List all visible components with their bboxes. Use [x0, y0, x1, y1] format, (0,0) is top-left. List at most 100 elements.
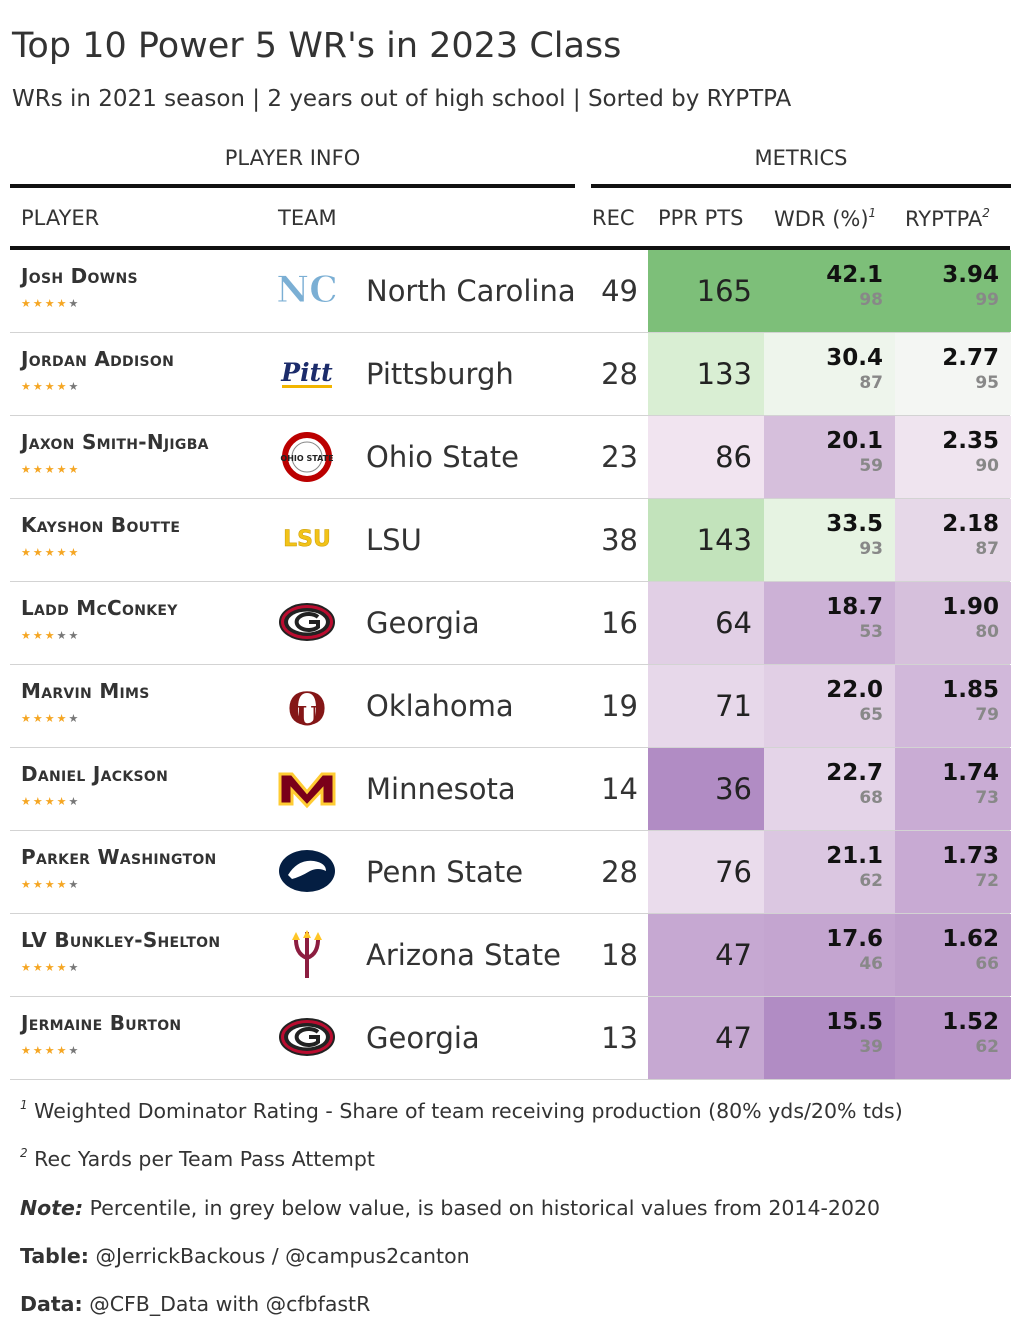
- star-icon: ★: [68, 546, 81, 559]
- uga-logo: [276, 596, 338, 648]
- ryptpa-cell: 3.94 99: [895, 250, 1011, 332]
- ppr-cell: 64: [648, 582, 764, 664]
- wdr-cell: 22.7 68: [764, 748, 895, 830]
- ppr-value: 36: [715, 772, 752, 806]
- wdr-percentile: 65: [859, 705, 883, 725]
- team-name: Arizona State: [366, 938, 561, 972]
- uga-logo: [276, 1011, 338, 1063]
- star-icon: ★: [32, 795, 45, 808]
- star-rating: ★★★★★: [21, 546, 80, 559]
- ryptpa-value: 2.18: [942, 511, 999, 537]
- wdr-percentile: 46: [859, 954, 883, 974]
- wdr-footnote-mark: 1: [868, 206, 877, 220]
- table-row: Jaxon Smith-Njigba ★★★★★ OHIO STATE Ohio…: [10, 416, 1011, 499]
- wdr-cell: 15.5 39: [764, 997, 895, 1079]
- player-name: Kayshon Boutte: [21, 513, 181, 537]
- team-name: LSU: [366, 523, 422, 557]
- rec-value: 14: [601, 772, 638, 806]
- ryptpa-percentile: 79: [975, 705, 999, 725]
- star-icon: ★: [44, 712, 57, 725]
- ryptpa-percentile: 80: [975, 622, 999, 642]
- star-icon: ★: [56, 463, 69, 476]
- rec-value: 18: [601, 938, 638, 972]
- player-name: LV Bunkley-Shelton: [21, 928, 221, 952]
- rec-value: 38: [601, 523, 638, 557]
- ppr-value: 143: [696, 523, 752, 557]
- ryptpa-footnote-mark: 2: [982, 206, 990, 220]
- ryptpa-cell: 2.77 95: [895, 333, 1011, 415]
- ppr-cell: 133: [648, 333, 764, 415]
- star-icon: ★: [21, 380, 33, 393]
- wdr-value: 18.7: [826, 594, 883, 620]
- ppr-cell: 76: [648, 831, 764, 913]
- star-icon: ★: [68, 878, 81, 891]
- star-icon: ★: [32, 712, 45, 725]
- wdr-value: 42.1: [826, 262, 883, 288]
- unc-logo: NC: [276, 264, 339, 316]
- ryptpa-cell: 2.35 90: [895, 416, 1011, 498]
- wdr-value: 17.6: [826, 926, 883, 952]
- star-icon: ★: [21, 546, 33, 559]
- table-row: Ladd McConkey ★★★★★ Georgia 16 64 18.7 5…: [10, 582, 1011, 665]
- spanner-metrics: METRICS: [754, 146, 848, 170]
- star-icon: ★: [68, 712, 81, 725]
- svg-text:OHIO STATE: OHIO STATE: [280, 454, 333, 463]
- team-name: Ohio State: [366, 440, 519, 474]
- team-name: Georgia: [366, 1021, 480, 1055]
- star-icon: ★: [32, 463, 45, 476]
- wdr-percentile: 87: [859, 373, 883, 393]
- star-icon: ★: [44, 1044, 57, 1057]
- star-icon: ★: [44, 463, 57, 476]
- table-row: Jordan Addison ★★★★★ Pitt Pittsburgh 28 …: [10, 333, 1011, 416]
- wdr-percentile: 68: [859, 788, 883, 808]
- star-icon: ★: [32, 380, 45, 393]
- team-name: Georgia: [366, 606, 480, 640]
- col-header-rec: REC: [592, 206, 635, 230]
- star-icon: ★: [56, 961, 69, 974]
- table-row: Parker Washington ★★★★★ Penn State 28 76…: [10, 831, 1011, 914]
- ryptpa-percentile: 90: [975, 456, 999, 476]
- ppr-cell: 143: [648, 499, 764, 581]
- star-icon: ★: [56, 546, 69, 559]
- star-icon: ★: [56, 629, 69, 642]
- footnote-2: 2 Rec Yards per Team Pass Attempt: [20, 1146, 375, 1171]
- team-name: Minnesota: [366, 772, 516, 806]
- chart-title: Top 10 Power 5 WR's in 2023 Class: [12, 26, 622, 66]
- star-icon: ★: [21, 1044, 33, 1057]
- svg-text:O: O: [287, 682, 327, 731]
- ryptpa-value: 2.77: [942, 345, 999, 371]
- star-icon: ★: [44, 961, 57, 974]
- wdr-percentile: 59: [859, 456, 883, 476]
- ryptpa-cell: 1.74 73: [895, 748, 1011, 830]
- wdr-cell: 20.1 59: [764, 416, 895, 498]
- ryptpa-percentile: 73: [975, 788, 999, 808]
- col-header-ryptpa: RYPTPA2: [905, 206, 990, 231]
- ryptpa-value: 1.52: [942, 1009, 999, 1035]
- wdr-percentile: 39: [859, 1037, 883, 1057]
- ppr-cell: 165: [648, 250, 764, 332]
- wdr-value: 15.5: [826, 1009, 883, 1035]
- player-name: Ladd McConkey: [21, 596, 178, 620]
- rec-value: 16: [601, 606, 638, 640]
- note-line: Note: Percentile, in grey below value, i…: [20, 1196, 881, 1220]
- ryptpa-cell: 1.62 66: [895, 914, 1011, 996]
- spanner-player-info: PLAYER INFO: [224, 146, 361, 170]
- col-header-wdr: WDR (%)1: [774, 206, 877, 231]
- star-icon: ★: [68, 961, 81, 974]
- team-name: North Carolina: [366, 274, 576, 308]
- rec-value: 28: [601, 357, 638, 391]
- table-row: LV Bunkley-Shelton ★★★★★ Arizona State 1…: [10, 914, 1011, 997]
- ryptpa-value: 1.74: [942, 760, 999, 786]
- wdr-percentile: 98: [859, 290, 883, 310]
- wdr-percentile: 93: [859, 539, 883, 559]
- star-icon: ★: [21, 297, 33, 310]
- ppr-cell: 86: [648, 416, 764, 498]
- star-icon: ★: [44, 878, 57, 891]
- star-icon: ★: [68, 1044, 81, 1057]
- chart-subtitle: WRs in 2021 season | 2 years out of high…: [12, 86, 792, 112]
- wdr-value: 22.0: [826, 677, 883, 703]
- team-name: Oklahoma: [366, 689, 514, 723]
- star-icon: ★: [21, 795, 33, 808]
- star-icon: ★: [44, 795, 57, 808]
- table-row: Daniel Jackson ★★★★★ Minnesota 14 36 22.…: [10, 748, 1011, 831]
